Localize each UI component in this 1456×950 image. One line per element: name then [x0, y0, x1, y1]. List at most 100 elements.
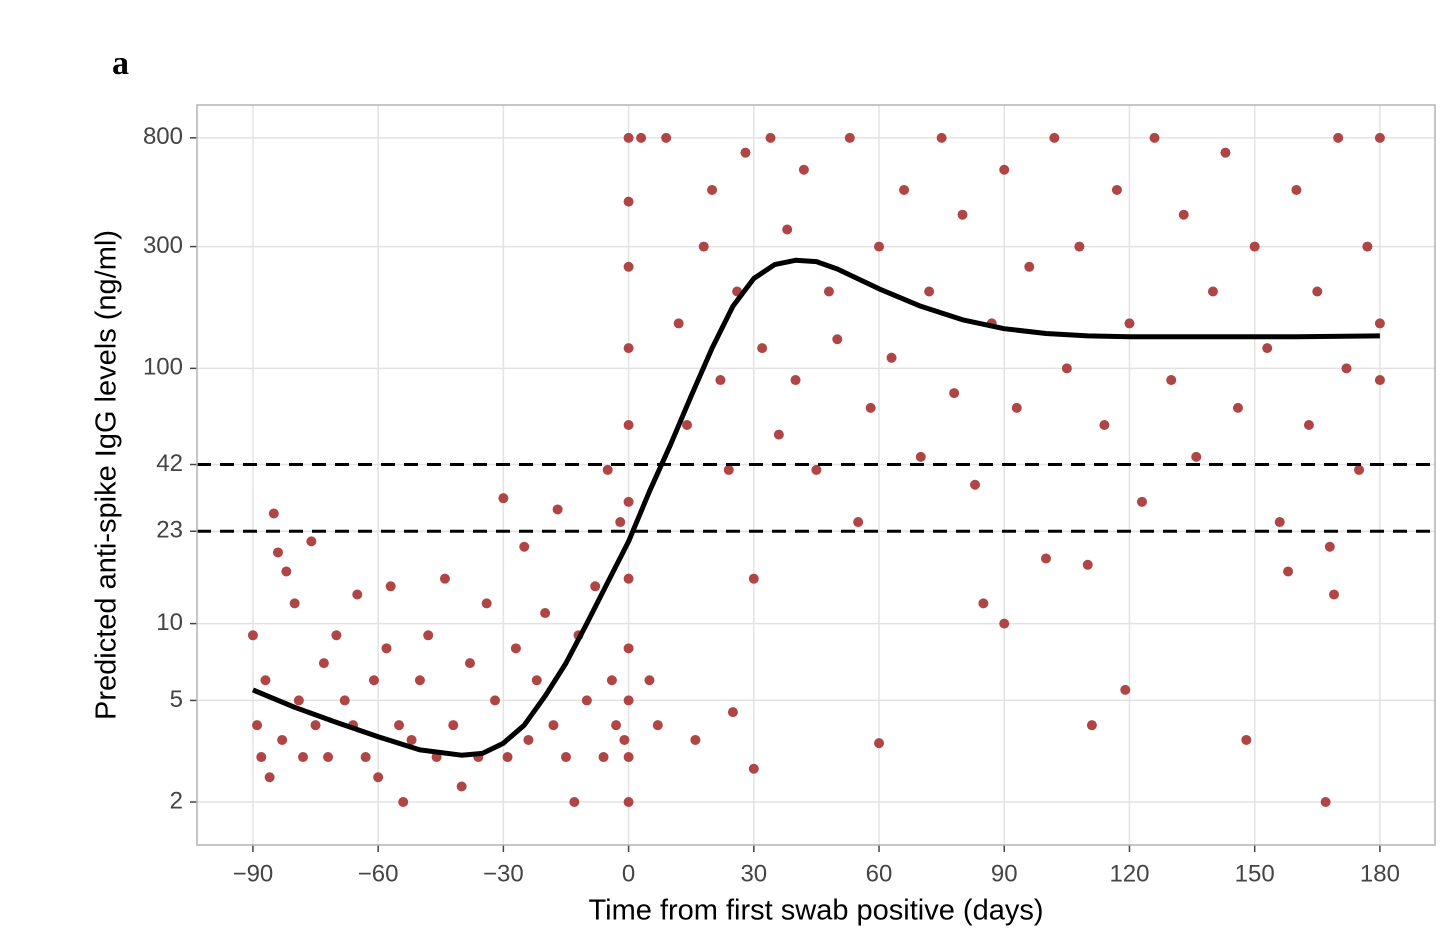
point: [1040, 553, 1051, 564]
point: [540, 608, 551, 619]
point: [277, 734, 288, 745]
point: [623, 261, 634, 272]
point: [1074, 241, 1085, 252]
x-tick-label: 150: [1235, 860, 1275, 887]
point: [1274, 517, 1285, 528]
point: [247, 630, 258, 641]
point: [1249, 241, 1260, 252]
point: [1111, 184, 1122, 195]
point: [1303, 419, 1314, 430]
point: [853, 517, 864, 528]
point: [1220, 147, 1231, 158]
point: [360, 752, 371, 763]
point: [623, 643, 634, 654]
point: [957, 209, 968, 220]
trend-curve: [251, 257, 1380, 758]
point: [502, 752, 513, 763]
point: [606, 675, 617, 686]
point: [385, 581, 396, 592]
point: [798, 164, 809, 175]
point: [623, 797, 634, 808]
point: [623, 752, 634, 763]
point: [999, 618, 1010, 629]
point: [698, 241, 709, 252]
point: [1166, 375, 1177, 386]
point: [715, 375, 726, 386]
point: [548, 720, 559, 731]
point: [1312, 286, 1323, 297]
point: [623, 695, 634, 706]
x-axis-title: Time from first swab positive (days): [589, 895, 1044, 927]
point: [1262, 343, 1273, 354]
x-tick-label: −90: [233, 860, 274, 887]
point: [598, 752, 609, 763]
point: [464, 658, 475, 669]
point: [569, 797, 580, 808]
point: [268, 508, 279, 519]
point: [727, 707, 738, 718]
point: [723, 464, 734, 475]
point: [394, 720, 405, 731]
point: [748, 573, 759, 584]
point: [1124, 318, 1135, 329]
y-tick-label: 800: [143, 123, 183, 150]
point: [1333, 132, 1344, 143]
point: [623, 132, 634, 143]
point: [886, 352, 897, 363]
point: [323, 752, 334, 763]
point: [1241, 734, 1252, 745]
point: [773, 429, 784, 440]
point: [406, 734, 417, 745]
point: [673, 318, 684, 329]
point: [1061, 363, 1072, 374]
point: [1099, 419, 1110, 430]
point: [318, 658, 329, 669]
point: [331, 630, 342, 641]
point: [619, 734, 630, 745]
plot-border: [196, 104, 1436, 846]
point: [757, 343, 768, 354]
point: [498, 493, 509, 504]
point: [490, 695, 501, 706]
point: [264, 772, 275, 783]
point: [581, 695, 592, 706]
y-axis-title: Predicted anti-spike IgG levels (ng/ml): [91, 230, 123, 720]
point: [293, 695, 304, 706]
point: [252, 720, 263, 731]
x-tick-label: 60: [866, 860, 893, 887]
point: [519, 541, 530, 552]
point: [1374, 375, 1385, 386]
x-tick-label: 90: [991, 860, 1018, 887]
point: [1324, 541, 1335, 552]
point: [623, 196, 634, 207]
point: [523, 734, 534, 745]
point: [289, 598, 300, 609]
point: [740, 147, 751, 158]
y-tick-label: 2: [170, 787, 183, 814]
point: [790, 375, 801, 386]
point: [1362, 241, 1373, 252]
point: [999, 164, 1010, 175]
point: [1207, 286, 1218, 297]
point: [256, 752, 267, 763]
point: [260, 675, 271, 686]
point: [510, 643, 521, 654]
point: [560, 752, 571, 763]
point: [1024, 261, 1035, 272]
point: [1354, 464, 1365, 475]
y-tick-label: 300: [143, 232, 183, 259]
point: [1374, 318, 1385, 329]
point: [272, 547, 283, 558]
point: [602, 464, 613, 475]
point: [456, 781, 467, 792]
point: [970, 479, 981, 490]
point: [811, 464, 822, 475]
y-tick-label: 5: [170, 686, 183, 713]
y-tick-label: 23: [156, 517, 183, 544]
point: [915, 451, 926, 462]
point: [381, 643, 392, 654]
panel-label: a: [112, 45, 129, 82]
point: [844, 132, 855, 143]
point: [1086, 720, 1097, 731]
